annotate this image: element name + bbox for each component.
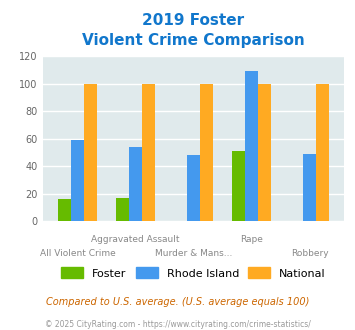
Text: Aggravated Assault: Aggravated Assault [91, 235, 180, 244]
Text: Robbery: Robbery [291, 249, 328, 258]
Bar [129, 147, 142, 221]
Text: Compared to U.S. average. (U.S. average equals 100): Compared to U.S. average. (U.S. average … [46, 297, 309, 307]
Bar [71, 140, 84, 221]
Bar [200, 83, 213, 221]
Bar [245, 71, 258, 221]
Bar [316, 83, 329, 221]
Bar [58, 199, 71, 221]
Bar [187, 155, 200, 221]
Bar [116, 198, 129, 221]
Text: All Violent Crime: All Violent Crime [39, 249, 115, 258]
Bar [233, 151, 245, 221]
Title: 2019 Foster
Violent Crime Comparison: 2019 Foster Violent Crime Comparison [82, 13, 305, 48]
Bar [142, 83, 154, 221]
Legend: Foster, Rhode Island, National: Foster, Rhode Island, National [57, 263, 330, 283]
Text: Rape: Rape [240, 235, 263, 244]
Text: © 2025 CityRating.com - https://www.cityrating.com/crime-statistics/: © 2025 CityRating.com - https://www.city… [45, 320, 310, 329]
Bar [258, 83, 271, 221]
Text: Murder & Mans...: Murder & Mans... [155, 249, 232, 258]
Bar [84, 83, 97, 221]
Bar [303, 154, 316, 221]
